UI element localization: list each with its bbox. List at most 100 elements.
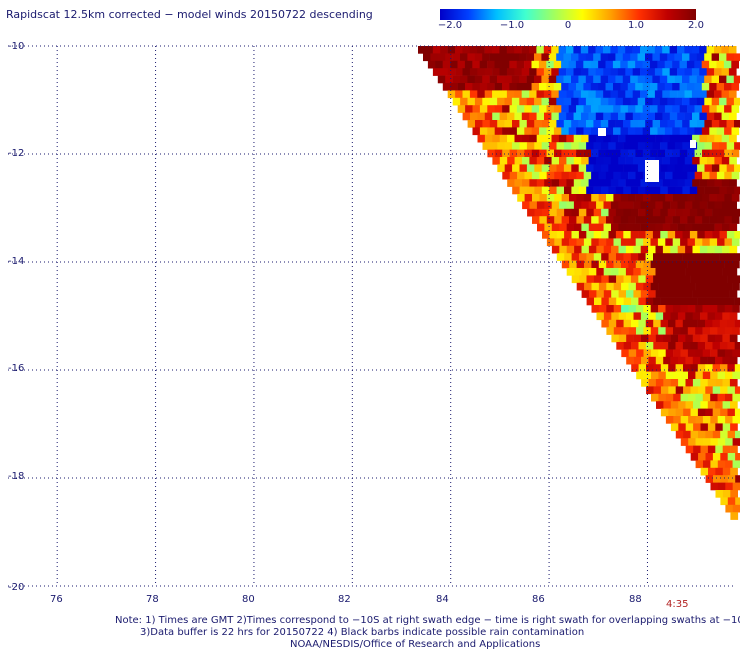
wind-cell — [569, 194, 577, 202]
wind-cell — [435, 60, 443, 69]
wind-cell — [527, 186, 535, 195]
wind-cell — [668, 386, 676, 395]
wind-cell — [598, 282, 607, 291]
wind-cell — [700, 312, 708, 321]
wind-cell — [502, 105, 510, 113]
wind-cell — [531, 149, 540, 158]
wind-cell — [623, 253, 632, 261]
wind-cell — [492, 134, 500, 143]
wind-cell — [578, 53, 587, 62]
wind-cell — [713, 475, 721, 483]
wind-cell — [553, 105, 562, 113]
wind-cell — [657, 171, 666, 180]
lon-label: 86 — [532, 594, 545, 605]
wind-cell — [715, 356, 723, 365]
wind-cell — [600, 53, 609, 62]
map-title: Rapidscat 12.5km corrected − model winds… — [6, 8, 373, 21]
wind-cell — [494, 105, 503, 113]
wind-cell — [620, 171, 629, 180]
wind-cell — [734, 342, 740, 350]
wind-cell — [630, 164, 639, 173]
wind-cell — [687, 149, 695, 158]
wind-cell — [679, 171, 688, 180]
wind-cell — [648, 334, 657, 343]
wind-cell — [695, 393, 704, 402]
wind-cell — [506, 68, 515, 76]
wind-cell — [524, 149, 533, 158]
wind-cell — [440, 68, 448, 76]
wind-cell — [680, 393, 689, 402]
wind-cell — [695, 282, 703, 291]
wind-cell — [657, 194, 666, 202]
wind-cell — [588, 157, 597, 165]
wind-cell — [534, 164, 542, 173]
wind-cell — [616, 275, 624, 284]
wind-cell — [665, 238, 673, 247]
wind-cell — [559, 157, 567, 165]
wind-cell — [477, 134, 486, 143]
wind-cell — [690, 386, 699, 395]
wind-cell — [447, 90, 456, 99]
wind-cell — [598, 83, 606, 91]
wind-cell — [524, 60, 532, 69]
wind-cell — [571, 275, 580, 284]
wind-cell — [630, 275, 639, 284]
wind-cell — [729, 334, 738, 343]
wind-cell — [684, 157, 693, 165]
wind-cell — [511, 97, 520, 106]
wind-cell — [606, 282, 614, 291]
wind-cell — [591, 171, 599, 180]
wind-cell — [554, 149, 562, 158]
wind-cell — [734, 408, 740, 417]
wind-cell — [628, 282, 637, 291]
wind-cell — [610, 179, 619, 187]
wind-cell — [719, 53, 727, 62]
wind-cell — [697, 364, 706, 372]
wind-cell — [450, 83, 458, 91]
wind-cell — [673, 393, 681, 402]
wind-cell — [675, 253, 683, 261]
wind-cell — [526, 164, 535, 173]
lat-label: -12 — [8, 148, 24, 159]
wind-cell — [643, 305, 651, 313]
wind-cell — [725, 482, 733, 491]
wind-cell — [673, 349, 681, 358]
wind-cell — [546, 216, 555, 224]
wind-cell — [725, 460, 733, 469]
wind-cell — [554, 194, 562, 202]
wind-cell — [683, 408, 691, 417]
wind-cell — [727, 430, 736, 439]
wind-cell — [712, 319, 721, 328]
wind-cell — [670, 423, 679, 432]
wind-cell — [652, 75, 661, 84]
wind-cell — [694, 149, 703, 158]
wind-cell — [543, 46, 552, 54]
wind-cell — [667, 142, 676, 150]
wind-cell — [658, 371, 667, 380]
wind-cell — [685, 290, 693, 298]
wind-cell — [675, 231, 683, 239]
wind-cell — [576, 127, 584, 136]
wind-cell — [699, 46, 707, 54]
wind-cell — [689, 186, 698, 195]
wind-cell — [635, 60, 643, 69]
wind-cell — [734, 186, 740, 195]
wind-cell — [734, 319, 740, 328]
wind-cell — [611, 268, 619, 276]
wind-cell — [664, 127, 673, 136]
wind-cell — [566, 46, 574, 54]
wind-cell — [598, 60, 606, 69]
wind-cell — [734, 164, 740, 173]
wind-cell — [653, 319, 661, 328]
lon-label: 82 — [338, 594, 351, 605]
wind-cell — [655, 268, 664, 276]
wind-cell — [702, 393, 711, 402]
wind-cell — [584, 260, 592, 269]
wind-cell — [484, 112, 493, 121]
wind-cell — [640, 134, 648, 143]
wind-cell — [564, 253, 572, 261]
wind-cell — [688, 416, 696, 424]
wind-cell — [731, 194, 740, 202]
wind-cell — [509, 171, 518, 180]
wind-cell — [722, 268, 730, 276]
